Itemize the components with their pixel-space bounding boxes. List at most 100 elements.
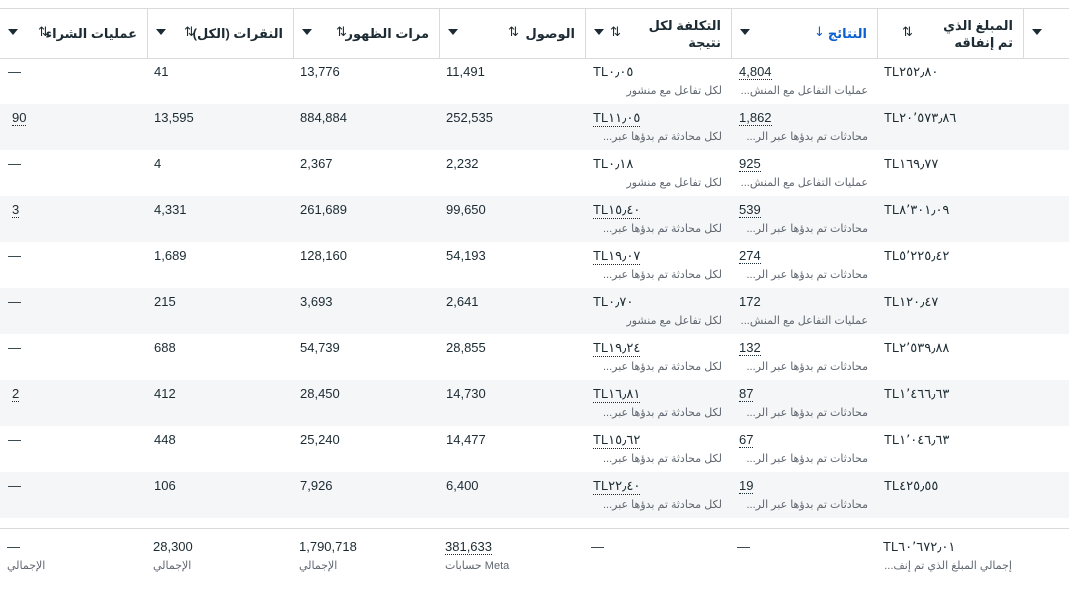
- column-label-clicks[interactable]: النقرات (الكل): [192, 26, 283, 41]
- cell-reach: 11,491: [446, 64, 485, 79]
- cell-impressions: 54,739: [300, 340, 340, 355]
- cell-clicks: 41: [154, 64, 169, 79]
- cell-cpr[interactable]: TL١٩٫٢٤: [593, 340, 641, 357]
- cell-cpr-subtitle: لكل محادثة تم بدؤها عبر...: [603, 131, 722, 143]
- cell-cpr[interactable]: TL١١٫٠٥: [593, 110, 641, 127]
- total-clicks: 28,300: [153, 539, 193, 554]
- table-header: المبلغ الذي تم إنفاقه ⇅ النتائج ↓ التكلف…: [0, 8, 1069, 59]
- table-row[interactable]: TL٢٥٢٫٨٠ 4,804 عمليات التفاعل مع المنش... T…: [0, 58, 1069, 104]
- cell-reach: 6,400: [446, 478, 479, 493]
- cell-spent: TL٤٢٥٫٥٥: [884, 478, 939, 493]
- cell-cpr[interactable]: TL١٩٫٠٧: [593, 248, 641, 265]
- sort-icon[interactable]: ⇅: [336, 25, 347, 40]
- column-header-spent[interactable]: المبلغ الذي تم إنفاقه ⇅: [877, 9, 1023, 58]
- table-row[interactable]: TL٢٠٬٥٧٣٫٨٦ 1,862 محادثات تم بدؤها عبر الر…: [0, 104, 1069, 150]
- cell-reach: 28,855: [446, 340, 486, 355]
- cell-results-subtitle: محادثات تم بدؤها عبر الر...: [746, 269, 868, 281]
- cell-purchases[interactable]: 2: [12, 386, 20, 402]
- cell-cpr-subtitle: لكل تفاعل مع منشور: [626, 177, 722, 189]
- columns-menu[interactable]: [1023, 9, 1069, 58]
- cell-results[interactable]: 87: [739, 386, 754, 402]
- cell-purchases: —: [8, 432, 21, 447]
- total-spent: TL٦٠٬٦٧٢٫٠١: [883, 539, 956, 554]
- sort-icon[interactable]: ⇅: [902, 25, 913, 40]
- chevron-down-icon[interactable]: [740, 29, 750, 35]
- cell-spent: TL٢٬٥٣٩٫٨٨: [884, 340, 950, 355]
- cell-cpr-subtitle: لكل تفاعل مع منشور: [626, 315, 722, 327]
- cell-clicks: 1,689: [154, 248, 187, 263]
- table-row[interactable]: TL١٦٩٫٧٧ 925 عمليات التفاعل مع المنش... TL٠…: [0, 150, 1069, 196]
- cell-cpr-subtitle: لكل محادثة تم بدؤها عبر...: [603, 223, 722, 235]
- column-label-purchases[interactable]: عمليات الشراء: [45, 26, 137, 41]
- cell-results-subtitle: عمليات التفاعل مع المنش...: [740, 85, 868, 97]
- total-reach[interactable]: 381,633: [445, 539, 492, 555]
- cell-purchases: —: [8, 294, 21, 309]
- cell-purchases: —: [8, 340, 21, 355]
- cell-impressions: 28,450: [300, 386, 340, 401]
- table-body: TL٢٥٢٫٨٠ 4,804 عمليات التفاعل مع المنش... T…: [0, 58, 1069, 526]
- total-cost-per-result: —: [591, 539, 604, 554]
- cell-cpr[interactable]: TL١٦٫٨١: [593, 386, 641, 403]
- column-header-clicks[interactable]: النقرات (الكل) ⇅: [147, 9, 293, 58]
- chevron-down-icon[interactable]: [594, 29, 604, 35]
- cell-purchases[interactable]: 3: [12, 202, 20, 218]
- cell-clicks: 97: [154, 524, 168, 526]
- table-row[interactable]: TL٦٠٣٫٠٦ 18 TL٣٣٫٥٥ 4,587 8,805 97 —: [0, 518, 1069, 526]
- column-header-cost-per-result[interactable]: التكلفة لكل نتيجة ⇅: [585, 9, 731, 58]
- cell-results[interactable]: 4,804: [739, 64, 772, 80]
- cell-spent: TL١٬٠٤٦٫٦٣: [884, 432, 950, 447]
- column-label-impressions[interactable]: مرات الظهور: [345, 26, 429, 41]
- cell-cpr[interactable]: TL١٥٫٤٠: [593, 202, 641, 219]
- cell-results-subtitle: عمليات التفاعل مع المنش...: [740, 177, 868, 189]
- chevron-down-icon[interactable]: [156, 29, 166, 35]
- column-header-purchases[interactable]: عمليات الشراء ⇅: [0, 9, 147, 58]
- cell-results[interactable]: 18: [739, 524, 753, 526]
- cell-purchases: —: [8, 524, 21, 526]
- cell-purchases: —: [8, 478, 21, 493]
- cell-results[interactable]: 274: [739, 248, 761, 264]
- table-row[interactable]: TL٢٬٥٣٩٫٨٨ 132 محادثات تم بدؤها عبر الر...…: [0, 334, 1069, 380]
- table-row[interactable]: TL٤٢٥٫٥٥ 19 محادثات تم بدؤها عبر الر... TL٢…: [0, 472, 1069, 518]
- total-purchases-label: الإجمالي: [7, 560, 46, 572]
- cell-cpr[interactable]: TL٣٣٫٥٥: [593, 524, 640, 526]
- cell-purchases[interactable]: 90: [12, 110, 27, 126]
- cell-results[interactable]: 132: [739, 340, 761, 356]
- sort-icon[interactable]: ⇅: [38, 25, 49, 40]
- cell-results[interactable]: 925: [739, 156, 761, 172]
- cell-results[interactable]: 539: [739, 202, 761, 218]
- sort-descending-icon[interactable]: ↓: [814, 25, 825, 40]
- column-header-impressions[interactable]: مرات الظهور ⇅: [293, 9, 439, 58]
- sort-icon[interactable]: ⇅: [610, 25, 621, 40]
- cell-impressions: 25,240: [300, 432, 340, 447]
- cell-impressions: 884,884: [300, 110, 347, 125]
- chevron-down-icon[interactable]: [448, 29, 458, 35]
- chevron-down-icon[interactable]: [302, 29, 312, 35]
- cell-cpr[interactable]: TL١٥٫٦٢: [593, 432, 641, 449]
- column-header-results[interactable]: النتائج ↓: [731, 9, 877, 58]
- cell-results[interactable]: 1,862: [739, 110, 772, 126]
- table-row[interactable]: TL٨٬٣٠١٫٠٩ 539 محادثات تم بدؤها عبر الر...…: [0, 196, 1069, 242]
- sort-icon[interactable]: ⇅: [184, 25, 195, 40]
- column-label-results[interactable]: النتائج: [827, 26, 867, 41]
- chevron-down-icon[interactable]: [8, 29, 18, 35]
- chevron-down-icon[interactable]: [1032, 29, 1042, 35]
- table-row[interactable]: TL١٬٠٤٦٫٦٣ 67 محادثات تم بدؤها عبر الر... T…: [0, 426, 1069, 472]
- cell-cpr[interactable]: TL٢٢٫٤٠: [593, 478, 641, 495]
- cell-clicks: 688: [154, 340, 176, 355]
- cell-results-subtitle: محادثات تم بدؤها عبر الر...: [746, 131, 868, 143]
- cell-results[interactable]: 19: [739, 478, 754, 494]
- column-label-reach[interactable]: الوصول: [525, 26, 575, 41]
- cell-purchases: —: [8, 156, 21, 171]
- cell-results[interactable]: 67: [739, 432, 754, 448]
- cell-spent: TL٢٥٢٫٨٠: [884, 64, 939, 79]
- cell-results-subtitle: محادثات تم بدؤها عبر الر...: [746, 453, 868, 465]
- cell-results-subtitle: محادثات تم بدؤها عبر الر...: [746, 361, 868, 373]
- column-label-spent[interactable]: المبلغ الذي تم إنفاقه: [943, 18, 1013, 50]
- cell-cpr-subtitle: لكل محادثة تم بدؤها عبر...: [603, 499, 722, 511]
- sort-icon[interactable]: ⇅: [508, 25, 519, 40]
- table-row[interactable]: TL١٬٤٦٦٫٦٣ 87 محادثات تم بدؤها عبر الر... T…: [0, 380, 1069, 426]
- column-label-cost-per-result[interactable]: التكلفة لكل نتيجة: [648, 18, 721, 50]
- table-row[interactable]: TL١٢٠٫٤٧ 172 عمليات التفاعل مع المنش... TL٠…: [0, 288, 1069, 334]
- column-header-reach[interactable]: الوصول ⇅: [439, 9, 585, 58]
- table-row[interactable]: TL٥٬٢٢٥٫٤٢ 274 محادثات تم بدؤها عبر الر...…: [0, 242, 1069, 288]
